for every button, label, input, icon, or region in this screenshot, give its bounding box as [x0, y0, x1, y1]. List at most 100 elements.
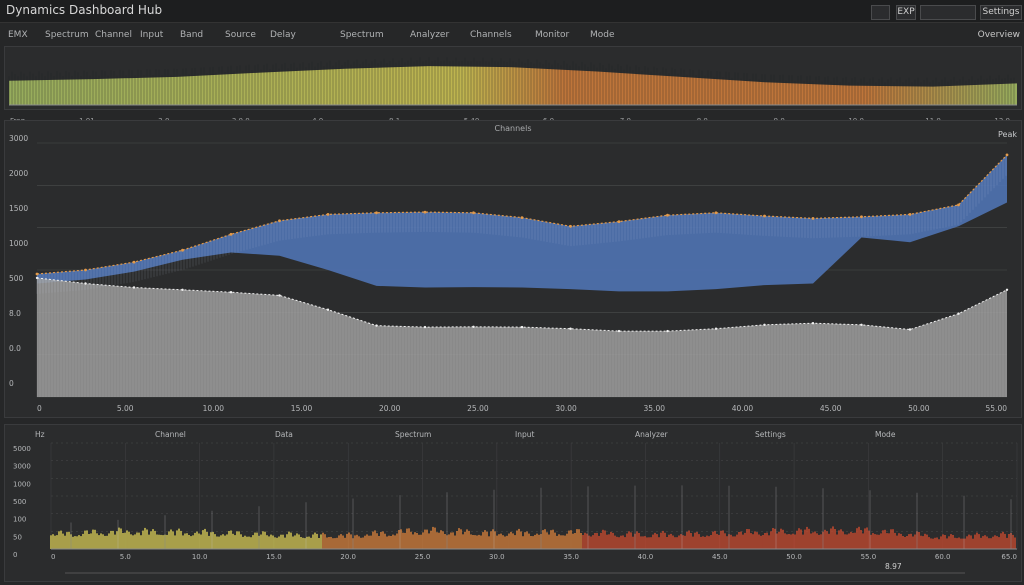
toolbar-item-11[interactable]: Mode — [590, 30, 615, 40]
window-button-3[interactable] — [920, 5, 976, 20]
toolbar-item-6[interactable]: Delay — [270, 30, 296, 40]
series-lower-point — [1005, 288, 1009, 291]
main-chart-title: Channels — [494, 124, 531, 133]
main-x-tick-label: 40.00 — [732, 404, 754, 413]
bottom-header-label: Data — [275, 430, 293, 439]
series-lower-area — [37, 277, 1007, 397]
main-x-tick-label: 55.00 — [986, 404, 1008, 413]
bottom-header-label: Mode — [875, 430, 896, 439]
series-upper-point — [326, 213, 330, 216]
bottom-x-tick-label: 45.0 — [712, 553, 728, 561]
toolbar-item-1[interactable]: Spectrum — [45, 30, 89, 40]
main-chart: 3000 2000 1500 1000 500 8.0 0.0 0 0 5.00 10.00 15.0… — [9, 124, 1017, 413]
window-button-1[interactable] — [871, 5, 890, 20]
series-lower-point — [375, 324, 378, 327]
series-lower-point — [229, 291, 233, 294]
window-title: Dynamics Dashboard Hub — [6, 3, 163, 17]
series-upper-point — [472, 211, 475, 215]
main-y-tick-label: 2000 — [9, 169, 28, 178]
bottom-x-tick-label: 55.0 — [861, 553, 877, 561]
window-button-2[interactable]: EXP — [896, 5, 916, 20]
toolbar-item-0[interactable]: EMX — [8, 30, 28, 40]
main-y-tick-label: 500 — [9, 274, 24, 283]
series-upper-area — [37, 154, 1007, 292]
series-lower-point — [423, 325, 427, 329]
main-x-tick-label: 10.00 — [203, 404, 225, 413]
series-lower-point — [181, 288, 184, 291]
toolbar-item-7[interactable]: Spectrum — [340, 30, 384, 40]
title-bar: Dynamics Dashboard Hub EXP Settings — [0, 0, 1024, 23]
series-upper-point — [375, 211, 378, 215]
bottom-x-tick-label: 35.0 — [563, 553, 579, 561]
series-lower-point — [84, 282, 87, 285]
main-corner-label: Peak — [998, 130, 1017, 139]
toolbar-item-2[interactable]: Channel — [95, 30, 132, 40]
series-upper-point — [278, 219, 281, 223]
main-texture — [36, 155, 1007, 397]
main-x-tick-label: 30.00 — [555, 404, 577, 413]
bottom-x-tick-label: 10.0 — [192, 553, 208, 561]
toolbar-item-10[interactable]: Monitor — [535, 30, 570, 40]
series-lower-point — [860, 323, 863, 326]
bottom-y-tick-label: 100 — [13, 516, 26, 524]
series-lower-point — [278, 294, 281, 297]
bottom-x-tick-label: 0 — [51, 553, 55, 561]
toolbar-item-5[interactable]: Source — [225, 30, 256, 40]
series-upper-point — [1005, 153, 1009, 157]
main-y-tick-label: 0 — [9, 379, 14, 388]
series-upper-point — [423, 210, 427, 214]
bottom-bars — [50, 485, 1016, 549]
bottom-header-label: Spectrum — [395, 430, 431, 439]
series-upper-point — [957, 203, 960, 207]
series-lower-point — [569, 327, 572, 330]
bottom-x-tick-label: 5.0 — [120, 553, 131, 561]
bottom-annotation: 8.97 — [885, 562, 902, 571]
bottom-x-tick-label: 20.0 — [340, 553, 356, 561]
series-lower-point — [617, 329, 621, 333]
series-lower-point — [132, 286, 136, 289]
bottom-header-label: Input — [515, 430, 534, 439]
toolbar-overview[interactable]: Overview — [977, 30, 1020, 40]
toolbar-item-3[interactable]: Input — [140, 30, 164, 40]
bottom-y-tick-label: 50 — [13, 533, 22, 541]
series-lower-point — [811, 322, 815, 325]
bottom-chart-panel: Hz Channel Data Spectrum Input Analyzer Settin… — [4, 424, 1022, 582]
main-x-tick-label: 35.00 — [644, 404, 666, 413]
bottom-chart: Hz Channel Data Spectrum Input Analyzer Settin… — [13, 430, 1018, 574]
bottom-y-tick-label: 3000 — [13, 463, 31, 471]
overview-chart — [8, 57, 1017, 106]
toolbar-item-8[interactable]: Analyzer — [410, 30, 450, 40]
series-upper-point — [35, 272, 39, 276]
series-lower-point — [908, 328, 912, 331]
series-upper-point — [569, 224, 572, 228]
bottom-x-tick-label: 50.0 — [786, 553, 802, 561]
overview-ticks: Freq1.012.03 0.04.08.15 406.07.08.09.010… — [4, 110, 1020, 125]
toolbar: EMX Spectrum Channel Input Band Source D… — [0, 28, 1024, 44]
bottom-header-label: Analyzer — [635, 430, 669, 439]
series-lower-point — [763, 323, 766, 326]
main-x-tick-label: 20.00 — [379, 404, 401, 413]
window-button-settings[interactable]: Settings — [980, 5, 1022, 20]
main-y-tick-label: 0.0 — [9, 344, 21, 353]
main-x-tick-label: 0 — [37, 404, 42, 413]
series-upper-point — [84, 268, 87, 272]
bottom-x-tick-label: 65.0 — [1001, 553, 1017, 561]
overview-panel — [4, 46, 1022, 110]
toolbar-item-4[interactable]: Band — [180, 30, 204, 40]
main-x-tick-label: 5.00 — [117, 404, 134, 413]
bottom-y-tick-label: 1000 — [13, 480, 31, 488]
series-lower-point — [326, 308, 330, 311]
series-lower-point — [35, 276, 39, 280]
series-upper-point — [714, 211, 718, 215]
series-lower-point — [714, 327, 718, 330]
toolbar-item-9[interactable]: Channels — [470, 30, 512, 40]
overview-texture — [8, 57, 1015, 105]
series-upper-point — [811, 217, 815, 220]
series-upper-point — [860, 215, 863, 219]
series-upper-point — [617, 220, 621, 223]
bottom-x-tick-label: 25.0 — [415, 553, 431, 561]
bottom-x-tick-label: 15.0 — [266, 553, 282, 561]
series-lower-point — [666, 329, 669, 333]
main-y-tick-label: 1500 — [9, 204, 28, 213]
